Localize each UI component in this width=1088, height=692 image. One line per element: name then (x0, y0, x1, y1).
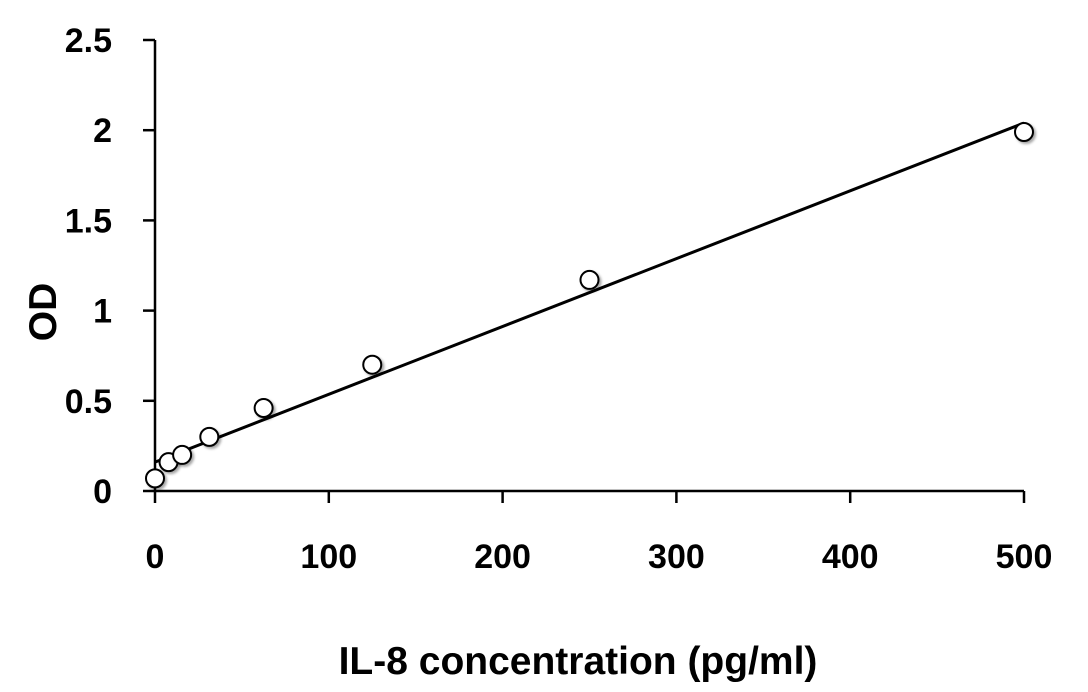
x-axis-title: IL-8 concentration (pg/ml) (339, 640, 818, 683)
data-point (579, 269, 600, 290)
y-tick-label: 1 (93, 293, 112, 331)
x-tick-label: 0 (146, 538, 165, 576)
x-tick-label: 100 (300, 538, 357, 576)
data-point (362, 354, 383, 375)
data-point (1014, 122, 1034, 143)
y-tick-label: 0 (93, 473, 112, 511)
x-tick-label: 300 (648, 538, 705, 576)
y-tick-label: 1.5 (65, 202, 112, 240)
y-axis-title: OD (22, 283, 65, 342)
data-point (253, 398, 274, 419)
x-tick-label: 200 (474, 538, 531, 576)
y-tick-label: 2 (93, 112, 112, 150)
y-tick-label: 0.5 (65, 383, 112, 421)
x-tick-label: 500 (996, 538, 1053, 576)
axes-layer: 0 0.5 1 1.5 2 2.5 0 100 200 300 400 500 (65, 22, 1053, 576)
data-point (199, 426, 220, 447)
data-points-layer (145, 122, 1034, 489)
data-point (145, 468, 165, 489)
trendline-layer (154, 121, 1025, 464)
data-point (172, 444, 193, 465)
y-tick-label: 2.5 (65, 22, 112, 60)
x-tick-label: 400 (822, 538, 879, 576)
trendline (154, 121, 1025, 464)
